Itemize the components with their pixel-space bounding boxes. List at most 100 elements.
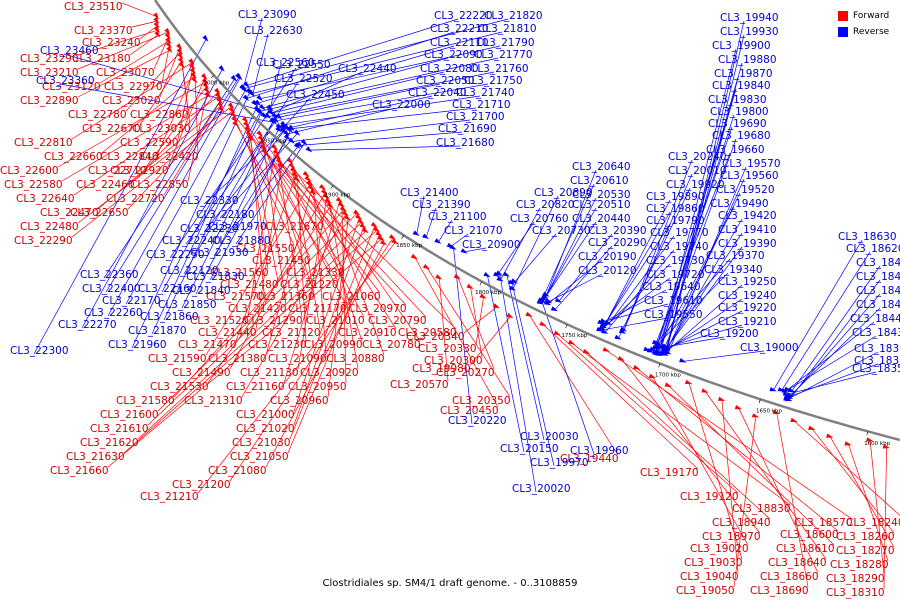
gene-label: CL3_19020: [690, 543, 749, 555]
gene-label: CL3_19570: [722, 158, 781, 170]
gene-feature: [508, 279, 516, 285]
connector-line: [705, 391, 827, 560]
gene-feature: [614, 334, 622, 340]
connector-line: [97, 105, 222, 210]
connector-line: [231, 146, 299, 231]
connector-line: [139, 60, 182, 126]
gene-label: CL3_23240: [82, 37, 141, 49]
connector-line: [71, 62, 193, 140]
gene-label: CL3_21070: [444, 225, 503, 237]
gene-label: CL3_21700: [446, 111, 505, 123]
connector-line: [297, 196, 328, 370]
gene-feature: [410, 253, 418, 260]
gene-label: CL3_20960: [270, 395, 329, 407]
gene-feature: [242, 94, 250, 101]
gene-feature: [344, 214, 351, 221]
gene-feature: [257, 108, 264, 116]
gene-feature: [772, 409, 781, 415]
connector-line: [663, 218, 743, 355]
connector-line: [660, 48, 737, 348]
gene-label: CL3_19040: [680, 571, 739, 583]
gene-label: CL3_19050: [676, 585, 735, 597]
gene-feature: [502, 271, 510, 277]
connector-line: [789, 293, 881, 399]
gene-feature: [508, 285, 517, 291]
gene-feature: [306, 179, 313, 186]
gene-label: CL3_20950: [288, 381, 347, 393]
gene-label: CL3_21120: [262, 327, 321, 339]
gene-feature: [422, 233, 430, 239]
gene-label: CL3_22240: [162, 235, 221, 247]
gene-label: CL3_19490: [710, 198, 769, 210]
connector-line: [608, 235, 675, 324]
gene-label: CL3_18690: [750, 585, 809, 597]
gene-label: CL3_21090: [268, 353, 327, 365]
gene-feature: [293, 129, 301, 136]
gene-feature: [254, 99, 261, 106]
gene-label: CL3_22720: [106, 193, 165, 205]
gene-feature: [288, 124, 295, 131]
gene-feature: [787, 387, 796, 392]
gene-label: CL3_22630: [244, 25, 303, 37]
gene-feature: [479, 293, 487, 299]
gene-label: CL3_21450: [252, 255, 311, 267]
gene-label: CL3_21050: [230, 451, 289, 463]
gene-label: CL3_20030: [520, 431, 579, 443]
connector-line: [77, 29, 158, 56]
gene-label: CL3_19680: [712, 130, 771, 142]
connector-line: [623, 173, 693, 331]
connector-line: [265, 188, 313, 356]
gene-feature: [288, 162, 296, 169]
gene-feature: [717, 396, 726, 401]
gene-label: CL3_22480: [20, 221, 79, 233]
gene-label: CL3_19900: [712, 40, 771, 52]
gene-label: CL3_22110: [430, 37, 489, 49]
connector-line: [414, 257, 499, 408]
gene-label: CL3_22560: [256, 57, 315, 69]
connector-line: [137, 230, 367, 440]
gene-feature: [412, 230, 420, 236]
gene-label: CL3_22890: [20, 95, 79, 107]
gene-label: CL3_23070: [96, 67, 155, 79]
gene-label: CL3_20790: [368, 315, 427, 327]
gene-label: CL3_19370: [706, 250, 765, 262]
gene-feature: [359, 222, 367, 229]
gene-feature: [449, 244, 457, 250]
gene-label: CL3_22670: [82, 123, 141, 135]
gene-feature: [422, 264, 430, 270]
connector-line: [292, 107, 477, 129]
connector-line: [197, 242, 396, 494]
connector-line: [787, 335, 877, 390]
connector-line: [650, 272, 729, 352]
gene-feature: [483, 272, 491, 278]
gene-feature: [154, 30, 161, 38]
gene-feature: [782, 391, 790, 396]
gene-label: CL3_18440: [850, 313, 900, 325]
gene-feature: [324, 197, 332, 204]
connector-line: [153, 36, 169, 70]
connector-line: [147, 221, 362, 426]
connector-line: [883, 447, 887, 590]
gene-label: CL3_22160: [138, 283, 197, 295]
connector-line: [602, 263, 671, 330]
connector-line: [655, 206, 735, 354]
connector-line: [105, 76, 240, 293]
gene-feature: [652, 350, 660, 355]
gene-label: CL3_21010: [306, 315, 365, 327]
gene-label: CL3_21850: [158, 299, 217, 311]
connector-line: [463, 306, 498, 334]
connector-line: [438, 277, 449, 382]
gene-label: CL3_19970: [530, 457, 589, 469]
scale-tick-label: 1700 kbp: [655, 373, 681, 379]
connector-line: [300, 131, 463, 146]
gene-feature: [388, 234, 396, 240]
gene-feature: [460, 248, 468, 254]
gene-label: CL3_23510: [64, 1, 123, 13]
connector-line: [653, 152, 731, 350]
gene-feature: [380, 239, 387, 246]
connector-line: [161, 111, 261, 293]
gene-feature: [272, 148, 280, 155]
gene-feature: [495, 270, 503, 276]
gene-feature: [434, 238, 442, 244]
gene-label: CL3_19690: [708, 118, 767, 130]
